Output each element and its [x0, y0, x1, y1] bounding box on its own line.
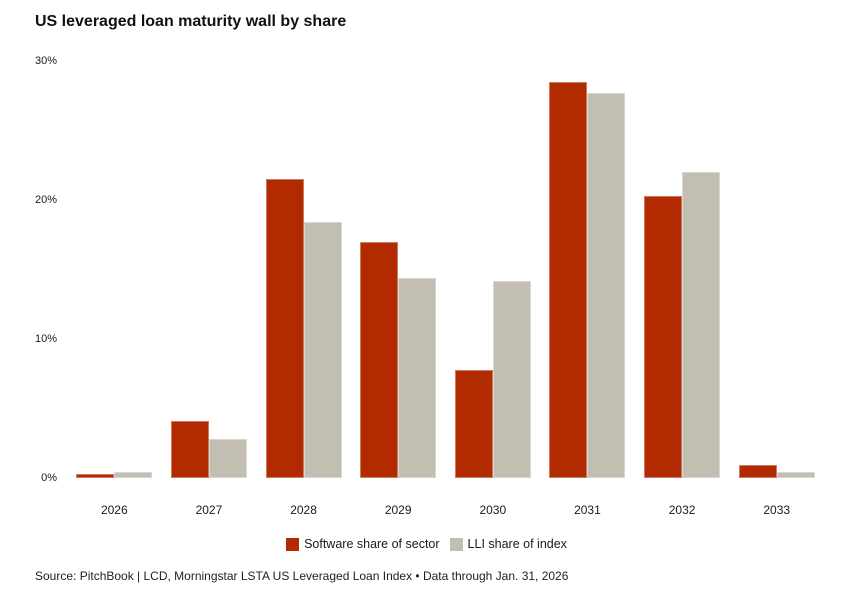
- source-note: Source: PitchBook | LCD, Morningstar LST…: [35, 569, 569, 583]
- bar-lli-2032: [682, 172, 721, 478]
- x-tick-label-2033: 2033: [763, 503, 791, 517]
- bar-lli-2030: [492, 280, 531, 478]
- bar-software-2031: [549, 81, 588, 478]
- legend-item-software: Software share of sector: [286, 537, 440, 551]
- bar-software-2033: [738, 465, 777, 478]
- x-tick-label-2029: 2029: [384, 503, 412, 517]
- y-tick-label: 30%: [34, 54, 57, 67]
- x-tick-label-2028: 2028: [290, 503, 317, 517]
- legend-label: LLI share of index: [467, 537, 567, 551]
- bar-software-2032: [644, 195, 683, 478]
- x-tick-label-2031: 2031: [574, 503, 601, 517]
- bar-lli-2033: [776, 472, 815, 478]
- legend-label: Software share of sector: [304, 537, 440, 551]
- legend-item-lli: LLI share of index: [449, 537, 567, 551]
- y-tick-label: 20%: [34, 193, 57, 206]
- legend-swatch-icon: [449, 537, 463, 551]
- bar-software-2026: [76, 473, 115, 478]
- bar-lli-2031: [587, 92, 626, 478]
- bar-software-2028: [265, 179, 304, 478]
- bar-lli-2029: [398, 277, 437, 478]
- bar-software-2030: [454, 369, 493, 478]
- bar-lli-2028: [303, 222, 342, 478]
- x-tick-label-2026: 2026: [100, 503, 128, 517]
- chart-title: US leveraged loan maturity wall by share: [35, 13, 347, 30]
- x-tick-label-2032: 2032: [668, 503, 696, 517]
- legend: Software share of sector LLI share of ind…: [0, 537, 853, 551]
- bar-software-2029: [360, 241, 399, 478]
- bar-lli-2027: [208, 439, 247, 478]
- x-tick-label-2030: 2030: [479, 503, 507, 517]
- x-tick-label-2027: 2027: [195, 503, 223, 517]
- y-tick-label: 10%: [34, 332, 57, 345]
- legend-swatch-icon: [286, 537, 300, 551]
- y-tick-label: 0%: [41, 471, 57, 484]
- bar-software-2027: [170, 421, 209, 478]
- bar-lli-2026: [114, 472, 153, 478]
